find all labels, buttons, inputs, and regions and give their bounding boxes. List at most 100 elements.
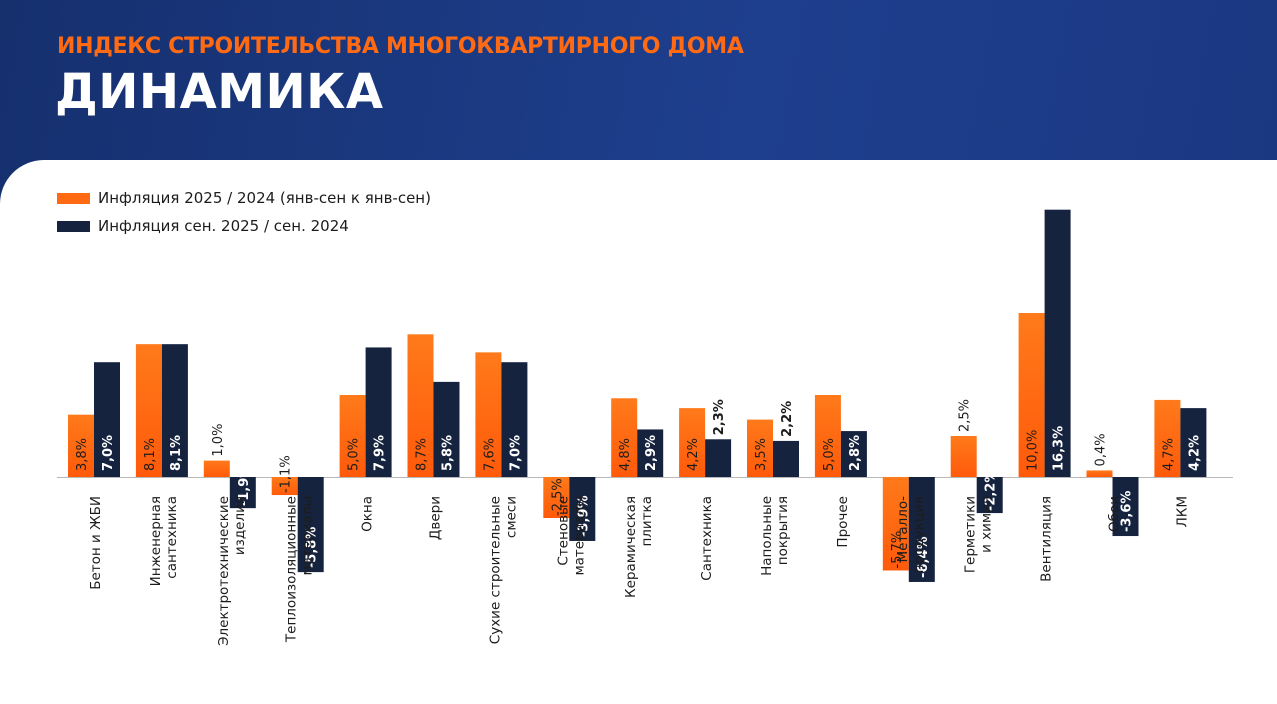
bar-series-2-12 (908, 477, 935, 582)
category-label-line: Сантехника (699, 496, 715, 581)
category-label-line: Электротехнические (216, 496, 232, 646)
bar-series-2-15 (1112, 477, 1139, 537)
data-label-series-2-14: 16,3% (1052, 426, 1067, 471)
bar-series-2-6 (501, 362, 528, 477)
bar-series-2-10 (773, 440, 799, 477)
bar-series-2-9 (705, 439, 732, 477)
data-label-series-2-2: -1,9% (237, 465, 252, 506)
category-label-line: Бетон и ЖБИ (88, 496, 104, 590)
bar-series-1-6 (475, 352, 502, 477)
bar-series-1-13 (950, 436, 977, 477)
legend-item-series-1: Инфляция 2025 / 2024 (янв-сен к янв-сен) (57, 188, 431, 208)
data-label-series-2-11: 2,8% (848, 435, 863, 471)
data-label-series-1-6: 7,6% (482, 438, 497, 471)
category-label-4: Окна (360, 496, 376, 532)
bar-series-1-12 (882, 477, 909, 571)
category-label-line: продукция (911, 496, 927, 573)
data-label-series-1-9: 4,2% (686, 438, 701, 471)
data-label-series-2-10: 2,2% (780, 401, 795, 437)
bar-series-1-7 (543, 477, 570, 518)
category-label-line: Керамическая (623, 496, 639, 598)
bar-series-2-8 (637, 429, 664, 477)
bar-series-1-16 (1154, 399, 1181, 477)
category-label-line: Металло- (895, 496, 911, 563)
category-label-6: Сухие строительныесмеси (487, 496, 519, 644)
data-label-series-2-3: -5,8% (305, 527, 320, 568)
data-label-series-1-5: 8,7% (415, 438, 430, 471)
bar-series-2-11 (840, 431, 867, 477)
category-label-line: Окна (360, 496, 376, 532)
category-label-1: Инженернаясантехника (148, 496, 180, 586)
category-label-line: Инженерная (148, 496, 164, 586)
bar-series-2-0 (94, 362, 120, 477)
bar-series-1-15 (1086, 470, 1113, 477)
category-label-line: изделия (232, 496, 248, 555)
bar-series-1-1 (135, 344, 162, 477)
category-label-line: Двери (428, 496, 444, 540)
category-label-line: Стеновые (555, 496, 571, 566)
bar-series-2-7 (569, 477, 596, 541)
data-label-series-2-1: 8,1% (169, 435, 184, 471)
bar-series-2-5 (433, 381, 460, 477)
category-label-line: Герметики (963, 496, 979, 573)
category-label-8: Керамическаяплитка (623, 496, 655, 598)
legend-label-series-2: Инфляция сен. 2025 / сен. 2024 (98, 217, 349, 235)
category-label-line: материалы (571, 496, 587, 576)
bar-series-1-2 (203, 460, 230, 477)
category-label-line: Вентиляция (1039, 496, 1055, 582)
category-label-13: Герметикии химия (963, 496, 995, 573)
page-title: ДИНАМИКА (55, 64, 384, 120)
bar-series-2-13 (976, 477, 1003, 514)
bar-series-1-9 (679, 408, 706, 477)
bar-series-1-3 (271, 477, 298, 496)
category-label-2: Электротехническиеизделия (216, 496, 248, 646)
data-label-series-2-8: 2,9% (644, 435, 659, 471)
category-label-9: Сантехника (699, 496, 715, 581)
bar-series-1-5 (407, 334, 434, 477)
data-label-series-1-12: -5,7% (890, 531, 905, 569)
category-label-5: Двери (428, 496, 444, 540)
category-label-16: ЛКМ (1174, 496, 1190, 527)
category-label-3: Теплоизоляционныематериалы (284, 496, 316, 643)
legend-item-series-2: Инфляция сен. 2025 / сен. 2024 (57, 216, 349, 236)
category-label-line: Обои (1107, 496, 1123, 532)
category-label-line: ЛКМ (1174, 496, 1190, 527)
data-label-series-2-12: -6,4% (916, 537, 931, 578)
data-label-series-1-2: 1,0% (211, 424, 226, 457)
data-label-series-1-16: 4,7% (1161, 438, 1176, 471)
data-label-series-2-6: 7,0% (508, 435, 523, 471)
bar-series-1-0 (68, 414, 94, 477)
legend-label-series-1: Инфляция 2025 / 2024 (янв-сен к янв-сен) (98, 189, 431, 207)
data-label-series-1-7: -2,5% (550, 478, 565, 516)
bar-series-2-14 (1044, 209, 1071, 477)
data-label-series-1-14: 10,0% (1026, 430, 1041, 471)
data-label-series-2-15: -3,6% (1120, 491, 1135, 532)
data-label-series-1-4: 5,0% (347, 438, 362, 471)
category-label-15: Обои (1107, 496, 1123, 532)
legend-swatch-orange (57, 192, 90, 204)
data-label-series-1-11: 5,0% (822, 438, 837, 471)
category-label-line: плитка (639, 496, 655, 547)
legend-swatch-navy (57, 220, 90, 232)
data-label-series-1-13: 2,5% (958, 399, 973, 432)
data-label-series-1-3: -1,1% (279, 455, 294, 493)
data-label-series-2-4: 7,9% (373, 435, 388, 471)
data-label-series-2-13: -2,2% (984, 470, 999, 511)
bar-series-2-4 (365, 347, 392, 477)
data-label-series-2-9: 2,3% (712, 399, 727, 435)
data-label-series-2-7: -3,9% (576, 496, 591, 537)
data-label-series-1-0: 3,8% (75, 438, 90, 471)
bar-series-2-1 (161, 344, 188, 477)
category-label-0: Бетон и ЖБИ (88, 496, 104, 590)
category-label-7: Стеновыематериалы (555, 496, 587, 576)
data-label-series-1-8: 4,8% (618, 438, 633, 471)
bar-series-1-14 (1018, 313, 1045, 477)
category-label-line: покрытия (775, 496, 791, 565)
category-label-line: материалы (300, 496, 316, 576)
data-label-series-2-0: 7,0% (101, 435, 116, 471)
bar-series-2-16 (1180, 408, 1207, 477)
category-label-line: Теплоизоляционные (284, 496, 300, 643)
category-label-12: Металло-продукция (895, 496, 927, 573)
category-label-line: Прочее (835, 496, 851, 548)
